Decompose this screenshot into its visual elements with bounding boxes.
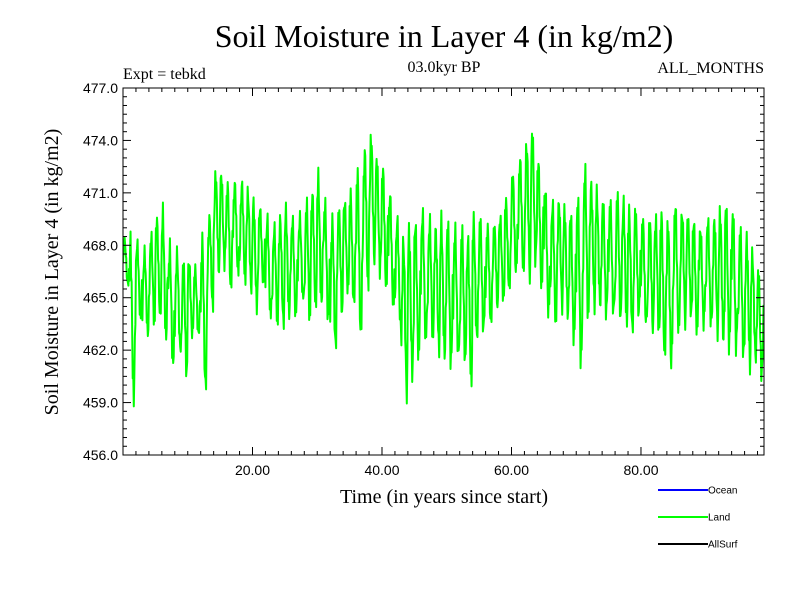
chart-title: Soil Moisture in Layer 4 (in kg/m2) xyxy=(215,18,674,54)
y-tick-label: 465.0 xyxy=(83,290,118,306)
experiment-label: Expt = tebkd xyxy=(123,66,206,83)
y-tick-label: 459.0 xyxy=(83,395,118,411)
legend: Ocean Land AllSurf xyxy=(658,486,738,551)
tick-labels-layer: 20.00 40.00 60.00 80.00 456.0 459.0 462.0 465.0… xyxy=(83,80,659,478)
legend-label-land: Land xyxy=(708,513,730,524)
y-tick-label: 462.0 xyxy=(83,342,118,358)
legend-label-ocean: Ocean xyxy=(708,486,737,497)
x-tick-label: 60.00 xyxy=(494,462,529,478)
ticks-layer xyxy=(123,87,764,456)
months-label: ALL_MONTHS xyxy=(657,60,764,77)
series-layer xyxy=(123,132,764,408)
x-tick-label: 80.00 xyxy=(623,462,658,478)
x-axis-label: Time (in years since start) xyxy=(340,486,548,508)
legend-label-allsurf: AllSurf xyxy=(708,540,738,551)
chart-subtitle: 03.0kyr BP xyxy=(408,59,481,76)
x-tick-label: 20.00 xyxy=(235,462,270,478)
y-tick-label: 471.0 xyxy=(83,185,118,201)
y-tick-label: 477.0 xyxy=(83,80,118,96)
x-tick-label: 40.00 xyxy=(364,462,399,478)
y-tick-label: 456.0 xyxy=(83,447,118,463)
y-tick-label: 474.0 xyxy=(83,132,118,148)
series-line-land xyxy=(123,132,764,408)
y-tick-label: 468.0 xyxy=(83,237,118,253)
y-axis-label: Soil Moisture in Layer 4 (in kg/m2) xyxy=(41,129,63,416)
